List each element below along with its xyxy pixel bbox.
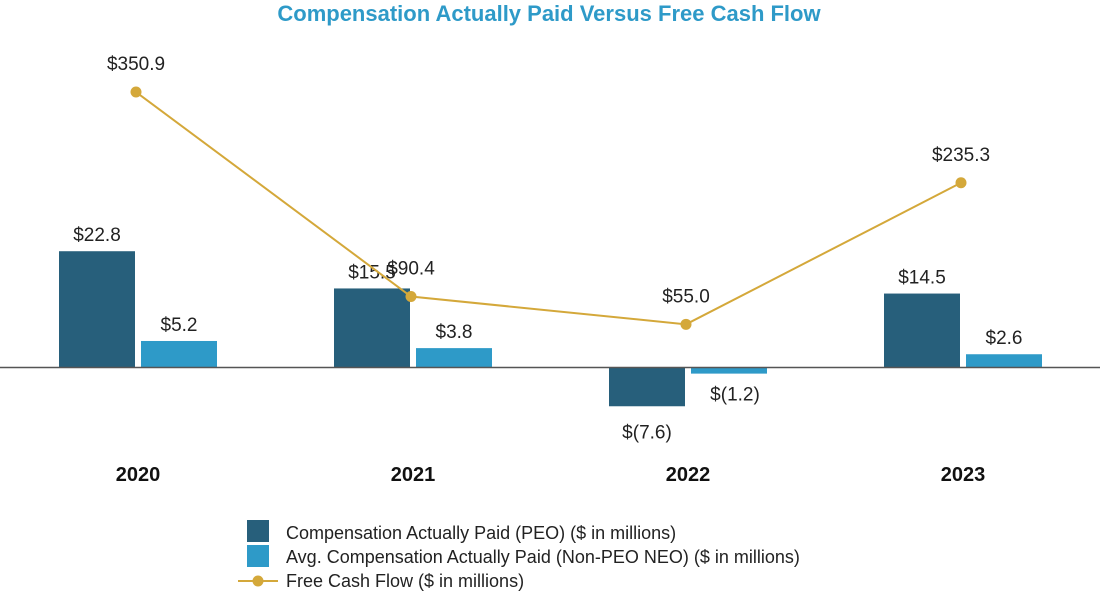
category-label-2023: 2023 xyxy=(941,464,986,486)
fcf-label-2020: $350.9 xyxy=(107,54,165,75)
value-label-non-peo-2020: $5.2 xyxy=(161,315,198,336)
value-label-peo-2021: $15.5 xyxy=(348,262,396,283)
category-label-2021: 2021 xyxy=(391,464,436,486)
value-label-non-peo-2022: $(1.2) xyxy=(710,385,760,406)
legend: Compensation Actually Paid (PEO) ($ in m… xyxy=(238,520,800,591)
value-label-non-peo-2021: $3.8 xyxy=(436,322,473,343)
legend-label-non-peo: Avg. Compensation Actually Paid (Non-PEO… xyxy=(286,547,800,567)
category-label-2020: 2020 xyxy=(116,464,161,486)
bar-layer: $22.8 $15.5 $(7.6) $14.5 $5.2 $3.8 $(1.2) $2.6 xyxy=(59,225,1042,443)
fcf-point-2021 xyxy=(405,291,417,303)
fcf-label-2022: $55.0 xyxy=(662,286,710,307)
bar-non-peo-2021 xyxy=(416,348,492,368)
legend-marker-fcf xyxy=(252,575,264,587)
fcf-label-2021: $90.4 xyxy=(387,259,435,280)
category-labels: 2020 2021 2022 2023 xyxy=(116,464,986,486)
chart-title: Compensation Actually Paid Versus Free C… xyxy=(277,1,821,26)
fcf-point-2022 xyxy=(680,318,692,330)
category-label-2022: 2022 xyxy=(666,464,711,486)
line-layer: $350.9 $90.4 $55.0 $235.3 xyxy=(107,54,990,330)
bar-peo-2023 xyxy=(884,293,960,368)
bar-peo-2021 xyxy=(334,288,410,368)
legend-label-fcf: Free Cash Flow ($ in millions) xyxy=(286,571,524,591)
legend-swatch-peo xyxy=(247,520,269,542)
bar-non-peo-2022 xyxy=(691,367,767,374)
value-label-non-peo-2023: $2.6 xyxy=(986,328,1023,349)
value-label-peo-2022: $(7.6) xyxy=(622,422,672,443)
legend-label-peo: Compensation Actually Paid (PEO) ($ in m… xyxy=(286,523,676,543)
bar-non-peo-2023 xyxy=(966,354,1042,368)
fcf-label-2023: $235.3 xyxy=(932,145,990,166)
fcf-line xyxy=(135,91,962,326)
value-label-peo-2020: $22.8 xyxy=(73,225,121,246)
value-label-peo-2023: $14.5 xyxy=(898,268,946,289)
bar-non-peo-2020 xyxy=(141,340,217,368)
legend-swatch-non-peo xyxy=(247,545,269,567)
fcf-point-2023 xyxy=(955,177,967,189)
fcf-point-2020 xyxy=(130,86,142,98)
bar-peo-2022 xyxy=(609,367,685,407)
bar-peo-2020 xyxy=(59,251,135,368)
